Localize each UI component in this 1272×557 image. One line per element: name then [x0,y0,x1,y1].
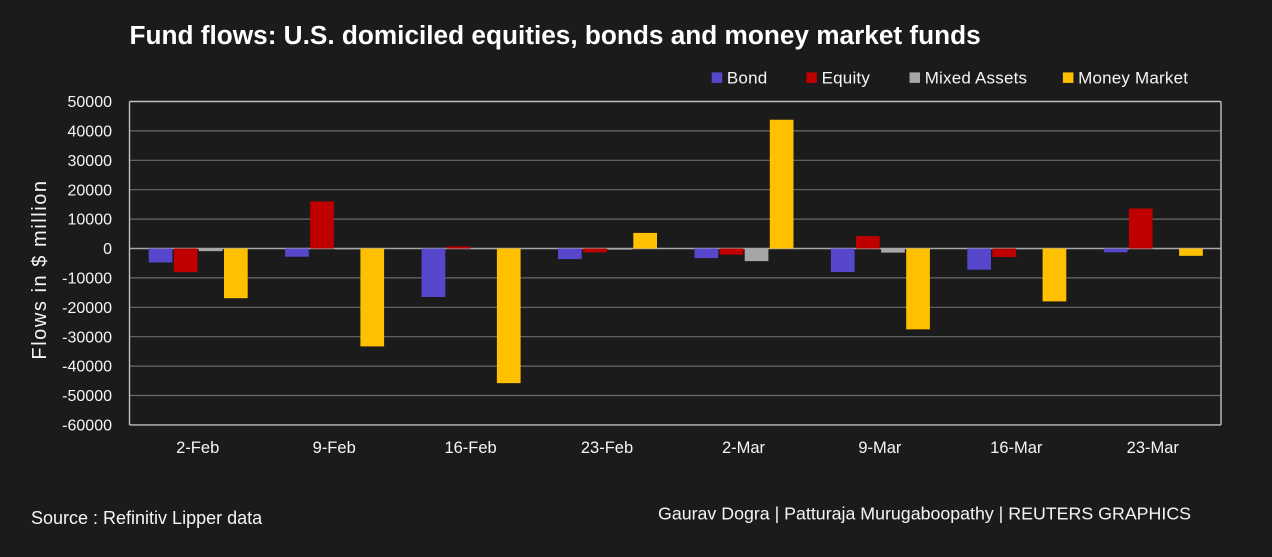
svg-text:23-Feb: 23-Feb [581,439,633,457]
svg-text:16-Mar: 16-Mar [990,439,1043,457]
svg-text:-30000: -30000 [62,329,112,346]
svg-text:2-Feb: 2-Feb [176,439,219,457]
svg-text:30000: 30000 [68,153,113,170]
svg-text:Equity: Equity [822,69,871,88]
svg-text:Flows in $ million: Flows in $ million [29,179,51,359]
svg-text:Mixed Assets: Mixed Assets [925,69,1028,88]
svg-text:-40000: -40000 [62,359,112,376]
svg-text:-60000: -60000 [62,418,112,435]
svg-text:-50000: -50000 [62,388,112,405]
svg-text:-10000: -10000 [62,271,112,288]
svg-text:16-Feb: 16-Feb [444,439,496,457]
svg-text:9-Mar: 9-Mar [858,439,902,457]
svg-text:9-Feb: 9-Feb [313,439,356,457]
svg-text:10000: 10000 [68,212,113,229]
svg-text:Fund flows: U.S. domiciled equ: Fund flows: U.S. domiciled equities, bon… [130,20,981,50]
svg-text:2-Mar: 2-Mar [722,439,766,457]
svg-text:0: 0 [103,241,112,258]
svg-text:Money Market: Money Market [1078,69,1188,88]
svg-text:Gaurav Dogra | Patturaja Murug: Gaurav Dogra | Patturaja Murugaboopathy … [658,504,1191,524]
svg-text:40000: 40000 [68,124,113,141]
svg-text:23-Mar: 23-Mar [1127,439,1180,457]
svg-text:-20000: -20000 [62,300,112,317]
svg-text:20000: 20000 [68,182,113,199]
svg-text:Bond: Bond [727,69,768,88]
svg-text:50000: 50000 [68,94,113,111]
svg-text:Source : Refinitiv Lipper data: Source : Refinitiv Lipper data [31,508,263,528]
